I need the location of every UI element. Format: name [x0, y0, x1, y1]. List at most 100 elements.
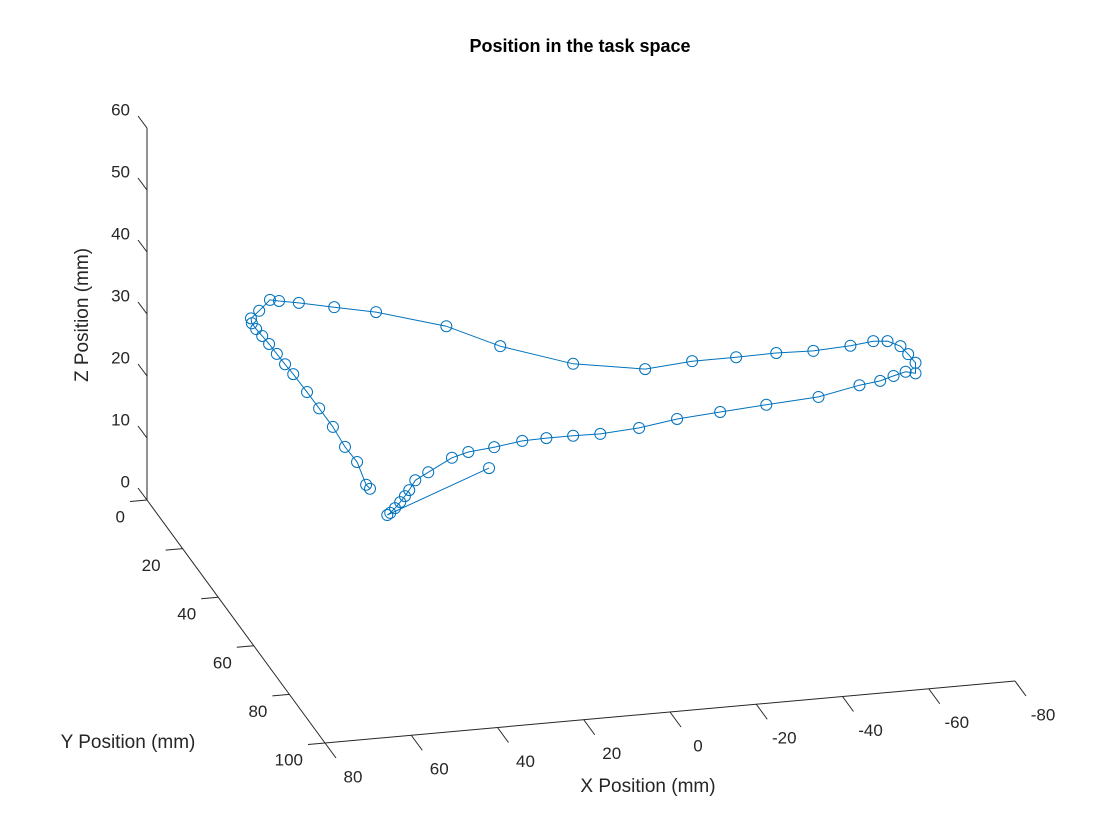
- x-tick-label: 0: [693, 736, 702, 755]
- point-marker: [253, 304, 266, 317]
- point-marker: [273, 294, 286, 307]
- point-marker: [301, 386, 314, 399]
- point-marker: [567, 357, 580, 370]
- z-axis-label: Z Position (mm): [72, 248, 93, 382]
- x-tick: [410, 734, 423, 751]
- point-marker: [494, 340, 507, 353]
- z-tick-label: 50: [111, 162, 130, 181]
- point-marker: [328, 301, 341, 314]
- x-tick-label: -40: [858, 721, 883, 740]
- x-tick-label: 60: [430, 760, 449, 779]
- point-marker: [338, 440, 351, 453]
- point-marker: [381, 509, 394, 522]
- point-marker: [488, 441, 501, 454]
- point-marker: [256, 329, 269, 342]
- x-tick: [583, 719, 596, 736]
- x-tick: [497, 727, 509, 743]
- point-marker: [292, 296, 305, 309]
- z-tick: [137, 363, 148, 377]
- point-marker: [812, 390, 825, 403]
- z-tick: [137, 115, 148, 129]
- point-marker: [909, 356, 922, 369]
- point-marker: [844, 339, 857, 352]
- y-tick-label: 60: [213, 653, 232, 672]
- point-marker: [398, 490, 411, 503]
- y-tick-label: 80: [248, 702, 267, 721]
- x-tick: [928, 688, 941, 705]
- point-marker: [462, 445, 475, 458]
- point-marker: [516, 434, 529, 447]
- x-tick-label: -20: [772, 729, 797, 748]
- point-marker: [760, 398, 773, 411]
- point-marker: [633, 421, 646, 434]
- x-axis-label: X Position (mm): [580, 776, 715, 797]
- point-marker: [409, 474, 422, 487]
- z-tick-label: 0: [121, 472, 130, 491]
- z-tick-label: 30: [111, 286, 130, 305]
- x-tick-label: -80: [1031, 705, 1056, 724]
- y-axis-label: Y Position (mm): [61, 732, 196, 753]
- point-marker: [422, 466, 435, 479]
- x-tick-label: 80: [344, 767, 363, 786]
- point-marker: [807, 344, 820, 357]
- point-marker: [770, 346, 783, 359]
- point-marker: [364, 482, 376, 495]
- trajectory-line: [250, 299, 916, 516]
- x-tick-label: 20: [602, 744, 621, 763]
- point-marker: [445, 451, 458, 464]
- z-tick: [137, 239, 148, 253]
- y-tick-label: 0: [116, 507, 125, 526]
- z-tick-label: 20: [111, 348, 130, 367]
- point-marker: [279, 358, 292, 371]
- y-tick: [272, 693, 290, 697]
- y-tick-label: 100: [275, 750, 303, 769]
- point-marker: [263, 293, 276, 306]
- point-marker: [899, 365, 912, 378]
- point-marker: [894, 340, 907, 353]
- z-tick: [137, 177, 148, 191]
- x-tick: [324, 742, 337, 759]
- point-marker: [714, 405, 727, 418]
- z-tick: [137, 301, 148, 315]
- point-marker: [567, 429, 580, 442]
- z-tick: [137, 487, 148, 501]
- point-marker: [881, 335, 894, 348]
- y-tick: [307, 742, 326, 745]
- x-tick: [669, 711, 682, 728]
- y-tick: [201, 596, 219, 600]
- point-marker: [287, 368, 300, 381]
- x-tick: [1014, 680, 1027, 697]
- point-marker: [594, 427, 607, 440]
- y-tick: [165, 548, 183, 551]
- point-marker: [867, 335, 880, 348]
- z-tick-label: 40: [111, 224, 130, 243]
- point-marker: [440, 320, 453, 333]
- point-marker: [403, 484, 416, 497]
- x-tick: [755, 703, 768, 720]
- z-tick: [137, 425, 148, 439]
- chart-title: Position in the task space: [469, 36, 690, 56]
- point-marker: [370, 306, 383, 319]
- point-marker: [394, 496, 407, 509]
- x-tick-label: 40: [516, 752, 535, 771]
- point-marker: [639, 363, 652, 376]
- y-tick: [236, 645, 254, 648]
- point-marker: [671, 412, 684, 425]
- z-tick-label: 60: [111, 100, 130, 119]
- point-marker: [270, 347, 283, 360]
- y-tick: [129, 499, 148, 502]
- point-marker: [483, 462, 496, 475]
- point-marker: [902, 348, 915, 361]
- point-marker: [887, 369, 900, 382]
- point-marker: [360, 478, 373, 491]
- point-marker: [351, 455, 364, 468]
- point-marker: [853, 379, 866, 392]
- y-axis-line: [146, 499, 326, 744]
- point-marker: [326, 420, 339, 433]
- point-marker: [263, 338, 276, 351]
- y-tick-label: 40: [177, 605, 196, 624]
- x-tick: [842, 696, 854, 712]
- z-tick-label: 10: [111, 410, 130, 429]
